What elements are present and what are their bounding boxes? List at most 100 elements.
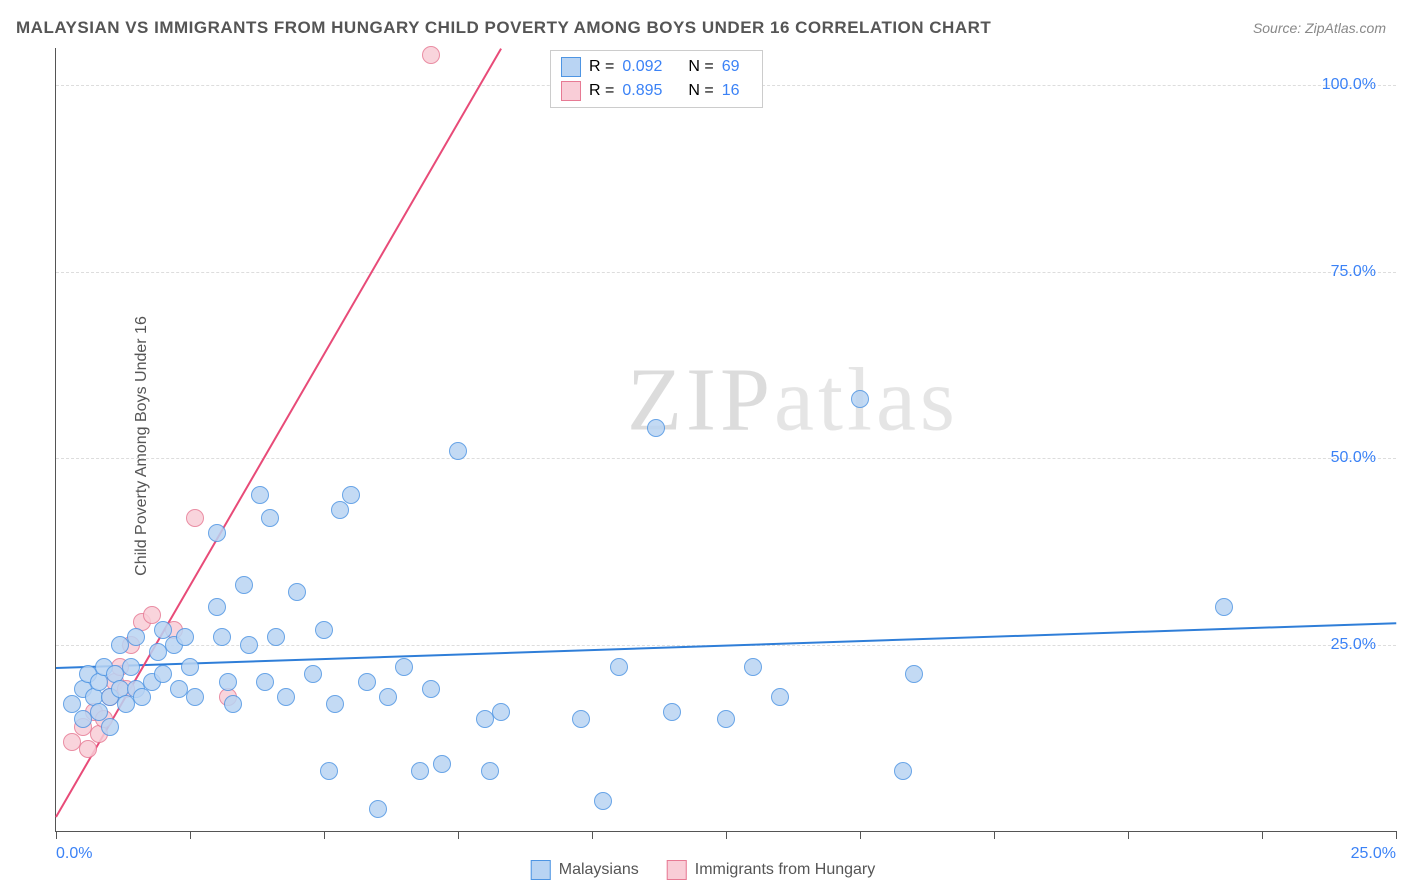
scatter-point — [106, 665, 124, 683]
y-tick-label: 50.0% — [1331, 449, 1376, 467]
scatter-point — [170, 680, 188, 698]
scatter-point — [219, 673, 237, 691]
r-value-1: 0.895 — [622, 82, 680, 100]
scatter-point — [481, 762, 499, 780]
x-tick-label: 25.0% — [1351, 845, 1396, 863]
scatter-point — [267, 628, 285, 646]
legend-label-1: Immigrants from Hungary — [695, 861, 876, 879]
regression-line-1 — [55, 49, 502, 818]
scatter-point — [101, 688, 119, 706]
scatter-point — [106, 673, 124, 691]
watermark-light: atlas — [774, 351, 959, 450]
scatter-point — [133, 688, 151, 706]
r-value-0: 0.092 — [622, 58, 680, 76]
y-tick-label: 100.0% — [1322, 76, 1376, 94]
scatter-point — [476, 710, 494, 728]
scatter-point — [905, 665, 923, 683]
scatter-point — [74, 718, 92, 736]
scatter-point — [492, 703, 510, 721]
n-value-1: 16 — [722, 82, 752, 100]
scatter-point — [176, 628, 194, 646]
y-tick-label: 25.0% — [1331, 636, 1376, 654]
x-tick — [324, 831, 325, 839]
regression-line-0 — [56, 622, 1396, 669]
watermark: ZIPatlas — [627, 349, 959, 452]
scatter-point — [186, 688, 204, 706]
scatter-point — [304, 665, 322, 683]
scatter-point — [411, 762, 429, 780]
scatter-point — [251, 486, 269, 504]
gridline — [56, 458, 1396, 459]
scatter-point — [369, 800, 387, 818]
chart-title: MALAYSIAN VS IMMIGRANTS FROM HUNGARY CHI… — [16, 18, 991, 38]
legend: Malaysians Immigrants from Hungary — [531, 860, 876, 880]
stats-swatch-0 — [561, 57, 581, 77]
scatter-point — [422, 46, 440, 64]
scatter-point — [342, 486, 360, 504]
source-name: ZipAtlas.com — [1305, 20, 1386, 36]
scatter-point — [133, 613, 151, 631]
scatter-point — [771, 688, 789, 706]
x-tick — [1128, 831, 1129, 839]
x-tick — [994, 831, 995, 839]
scatter-point — [181, 658, 199, 676]
scatter-point — [851, 390, 869, 408]
scatter-point — [213, 628, 231, 646]
scatter-point — [74, 680, 92, 698]
scatter-point — [143, 606, 161, 624]
y-tick-label: 75.0% — [1331, 263, 1376, 281]
scatter-point — [277, 688, 295, 706]
x-tick — [190, 831, 191, 839]
scatter-point — [127, 628, 145, 646]
watermark-bold: ZIP — [627, 351, 774, 450]
scatter-point — [315, 621, 333, 639]
scatter-point — [744, 658, 762, 676]
scatter-point — [90, 703, 108, 721]
correlation-stats-box: R = 0.092 N = 69 R = 0.895 N = 16 — [550, 50, 763, 108]
scatter-point — [85, 688, 103, 706]
scatter-point — [90, 673, 108, 691]
scatter-point — [143, 673, 161, 691]
n-label: N = — [688, 82, 713, 100]
scatter-point — [717, 710, 735, 728]
scatter-point — [63, 733, 81, 751]
stats-row-series-0: R = 0.092 N = 69 — [561, 55, 752, 79]
scatter-point — [186, 509, 204, 527]
scatter-point — [358, 673, 376, 691]
scatter-point — [261, 509, 279, 527]
scatter-point — [85, 703, 103, 721]
scatter-point — [288, 583, 306, 601]
n-value-0: 69 — [722, 58, 752, 76]
legend-swatch-1 — [667, 860, 687, 880]
scatter-point — [256, 673, 274, 691]
x-tick — [1262, 831, 1263, 839]
source-attribution: Source: ZipAtlas.com — [1253, 20, 1386, 36]
stats-swatch-1 — [561, 81, 581, 101]
scatter-point — [433, 755, 451, 773]
x-tick — [458, 831, 459, 839]
scatter-point — [331, 501, 349, 519]
scatter-point — [395, 658, 413, 676]
legend-item-0: Malaysians — [531, 860, 639, 880]
stats-row-series-1: R = 0.895 N = 16 — [561, 79, 752, 103]
r-label: R = — [589, 82, 614, 100]
x-tick — [1396, 831, 1397, 839]
scatter-point — [235, 576, 253, 594]
scatter-point — [449, 442, 467, 460]
scatter-point — [63, 695, 81, 713]
scatter-point — [663, 703, 681, 721]
r-label: R = — [589, 58, 614, 76]
x-tick — [726, 831, 727, 839]
n-label: N = — [688, 58, 713, 76]
scatter-point — [594, 792, 612, 810]
scatter-point — [154, 665, 172, 683]
scatter-point — [224, 695, 242, 713]
scatter-point — [894, 762, 912, 780]
scatter-point — [1215, 598, 1233, 616]
x-tick-label: 0.0% — [56, 845, 92, 863]
scatter-point — [219, 688, 237, 706]
plot-area: ZIPatlas 25.0%50.0%75.0%100.0%0.0%25.0% — [55, 48, 1396, 832]
scatter-point — [610, 658, 628, 676]
scatter-point — [572, 710, 590, 728]
scatter-point — [208, 598, 226, 616]
